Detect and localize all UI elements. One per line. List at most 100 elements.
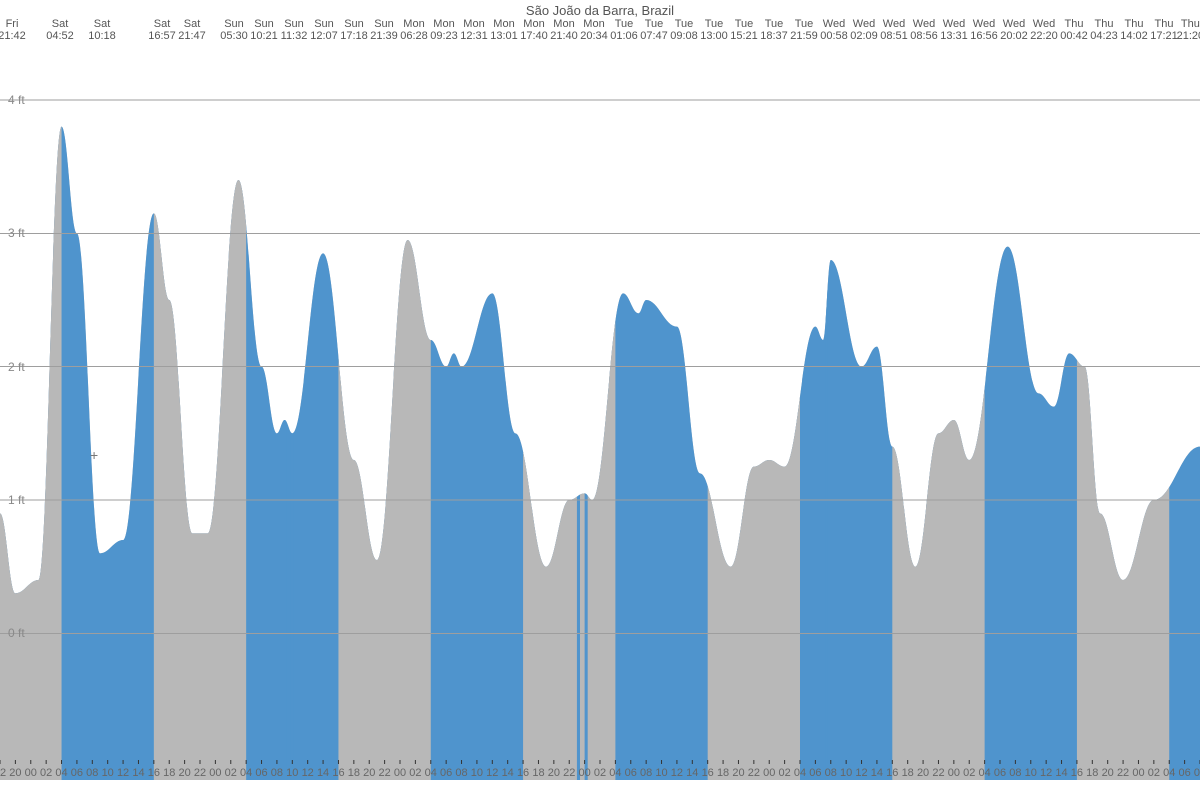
y-tick-label: 2 ft	[8, 360, 25, 374]
x-tick-label: 18	[717, 767, 729, 779]
night-band	[154, 60, 246, 780]
x-tick-label: 02	[409, 767, 421, 779]
x-tick-label: 10	[840, 767, 852, 779]
x-tick-label: 10	[102, 767, 114, 779]
x-tick-label: 16	[702, 767, 714, 779]
chart-title: São João da Barra, Brazil	[0, 3, 1200, 18]
event-time: 21:47	[172, 30, 212, 42]
x-tick-label: 14	[502, 767, 514, 779]
x-tick-label: 12	[486, 767, 498, 779]
x-tick-label: 08	[455, 767, 467, 779]
event-label: Sat21:47	[172, 18, 212, 42]
x-tick-label: 02	[1148, 767, 1160, 779]
x-tick-label: 22	[748, 767, 760, 779]
event-label: Thu21:20	[1170, 18, 1200, 42]
event-label: Sat10:18	[82, 18, 122, 42]
x-tick-label: 06	[809, 767, 821, 779]
x-tick-label: 18	[348, 767, 360, 779]
x-tick-label: 22	[932, 767, 944, 779]
x-tick-label: 00	[1132, 767, 1144, 779]
x-tick-label: 20	[9, 767, 21, 779]
x-tick-label: 00	[948, 767, 960, 779]
x-tick-label: 12	[671, 767, 683, 779]
highlight-slit	[291, 60, 294, 780]
y-tick-label: 1 ft	[8, 493, 25, 507]
y-tick-label: 4 ft	[8, 93, 25, 107]
x-tick-label: 00	[209, 767, 221, 779]
event-day: Fri	[0, 18, 32, 30]
x-tick-label: 06	[1178, 767, 1190, 779]
x-tick-label: 22	[563, 767, 575, 779]
x-tick-label: 06	[255, 767, 267, 779]
marker-plus: +	[90, 447, 98, 463]
x-axis-labels: 0220000204060810121416182022000204060810…	[0, 765, 1200, 779]
x-tick-label: 08	[825, 767, 837, 779]
x-tick-label: 12	[1040, 767, 1052, 779]
x-tick-label: 06	[440, 767, 452, 779]
x-tick-label: 06	[71, 767, 83, 779]
event-time: 04:52	[40, 30, 80, 42]
night-band	[892, 60, 984, 780]
plot-area: + 0 ft1 ft2 ft3 ft4 ft 02200002040608101…	[0, 60, 1200, 780]
x-tick-label: 06	[994, 767, 1006, 779]
x-tick-label: 04	[240, 767, 252, 779]
x-tick-label: 22	[378, 767, 390, 779]
x-tick-label: 08	[1009, 767, 1021, 779]
x-tick-label: 12	[855, 767, 867, 779]
x-tick-label: 02	[0, 767, 6, 779]
night-band	[523, 60, 615, 780]
x-tick-label: 22	[194, 767, 206, 779]
event-label: Sat04:52	[40, 18, 80, 42]
highlight-slit	[283, 60, 286, 780]
x-tick-label: 18	[902, 767, 914, 779]
x-tick-label: 18	[163, 767, 175, 779]
event-time: 10:18	[82, 30, 122, 42]
event-time: 21:20	[1170, 30, 1200, 42]
x-tick-label: 04	[794, 767, 806, 779]
night-band	[708, 60, 800, 780]
event-day: Sat	[172, 18, 212, 30]
x-tick-label: 20	[548, 767, 560, 779]
x-tick-label: 14	[871, 767, 883, 779]
x-tick-label: 06	[625, 767, 637, 779]
x-tick-label: 02	[963, 767, 975, 779]
x-tick-label: 10	[1025, 767, 1037, 779]
x-tick-label: 14	[317, 767, 329, 779]
x-tick-label: 02	[594, 767, 606, 779]
x-tick-label: 10	[286, 767, 298, 779]
night-band	[1077, 60, 1169, 780]
night-band	[338, 60, 430, 780]
event-time: 21:42	[0, 30, 32, 42]
highlight-slit	[585, 60, 588, 780]
x-tick-label: 16	[332, 767, 344, 779]
event-label: Fri21:42	[0, 18, 32, 42]
x-tick-label: 08	[86, 767, 98, 779]
highlight-slit	[825, 60, 827, 780]
x-tick-label: 18	[532, 767, 544, 779]
event-day: Sat	[82, 18, 122, 30]
x-tick-label: 16	[148, 767, 160, 779]
x-tick-label: 20	[1102, 767, 1114, 779]
x-tick-label: 04	[425, 767, 437, 779]
chart-svg: +	[0, 60, 1200, 780]
x-tick-label: 16	[1071, 767, 1083, 779]
top-event-labels: Fri21:42Sat04:52Sat10:18Sat16:57Sat21:47…	[0, 18, 1200, 52]
x-tick-label: 20	[917, 767, 929, 779]
event-day: Sat	[40, 18, 80, 30]
x-tick-label: 02	[225, 767, 237, 779]
x-tick-label: 08	[1194, 767, 1200, 779]
x-tick-label: 14	[132, 767, 144, 779]
x-tick-label: 12	[117, 767, 129, 779]
x-tick-label: 04	[55, 767, 67, 779]
x-tick-label: 00	[763, 767, 775, 779]
x-tick-label: 22	[1117, 767, 1129, 779]
y-axis-labels: 0 ft1 ft2 ft3 ft4 ft	[8, 60, 38, 780]
highlight-slit	[820, 60, 822, 780]
x-tick-label: 20	[363, 767, 375, 779]
tide-chart: São João da Barra, Brazil Fri21:42Sat04:…	[0, 0, 1200, 800]
x-tick-label: 18	[1086, 767, 1098, 779]
x-tick-label: 16	[886, 767, 898, 779]
highlight-slit	[577, 60, 580, 780]
x-tick-label: 00	[394, 767, 406, 779]
x-tick-label: 20	[178, 767, 190, 779]
